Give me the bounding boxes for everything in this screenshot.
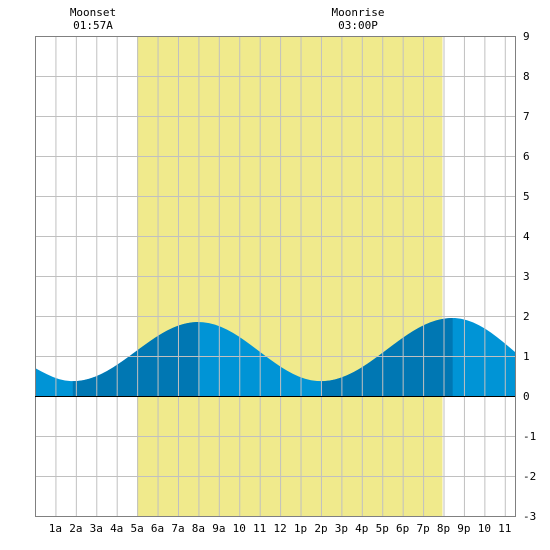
x-tick-label: 2a <box>69 522 82 535</box>
x-tick-label: 8a <box>192 522 205 535</box>
y-tick-label: -2 <box>523 470 536 483</box>
x-tick-label: 3p <box>335 522 348 535</box>
x-tick-label: 12 <box>273 522 286 535</box>
y-tick-label: 0 <box>523 390 530 403</box>
axes-layer <box>35 36 516 517</box>
tick-label-layer: 1a 2a 3a 4a 5a 6a 7a 8a 9a 10 11 12 1p 2p 3p 4p 5p 6p 7p 8p… <box>49 30 536 535</box>
x-tick-label: 6a <box>151 522 164 535</box>
grid-layer <box>35 36 515 517</box>
x-tick-label: 6p <box>396 522 409 535</box>
x-tick-label: 10 <box>478 522 491 535</box>
x-tick-label: 7p <box>416 522 429 535</box>
x-tick-label: 10 <box>233 522 246 535</box>
x-tick-label: 11 <box>498 522 511 535</box>
moonrise-title: Moonrise <box>331 6 385 19</box>
x-tick-label: 9a <box>212 522 225 535</box>
moonset-label: Moonset 01:57A <box>53 6 133 32</box>
y-tick-label: 4 <box>523 230 530 243</box>
x-tick-label: 5p <box>376 522 389 535</box>
y-tick-label: 1 <box>523 350 530 363</box>
x-tick-label: 1a <box>49 522 62 535</box>
moonset-title: Moonset <box>69 6 117 19</box>
tide-band-1 <box>72 322 199 396</box>
y-tick-label: 2 <box>523 310 530 323</box>
y-tick-label: 7 <box>523 110 530 123</box>
x-tick-label: 8p <box>437 522 450 535</box>
x-tick-label: 11 <box>253 522 266 535</box>
x-tick-label: 2p <box>314 522 327 535</box>
y-tick-label: -1 <box>523 430 536 443</box>
y-tick-label: 6 <box>523 150 530 163</box>
y-tick-label: -3 <box>523 510 536 523</box>
x-tick-label: 9p <box>457 522 470 535</box>
y-tick-label: 8 <box>523 70 530 83</box>
moonrise-label: Moonrise 03:00P <box>318 6 398 32</box>
x-tick-label: 5a <box>131 522 144 535</box>
x-tick-label: 4p <box>355 522 368 535</box>
moonset-time: 01:57A <box>73 19 113 32</box>
y-tick-label: 3 <box>523 270 530 283</box>
plot-frame <box>35 36 516 517</box>
x-tick-label: 4a <box>110 522 123 535</box>
x-tick-label: 7a <box>171 522 184 535</box>
y-tick-label: 9 <box>523 30 530 43</box>
x-tick-label: 3a <box>90 522 103 535</box>
x-tick-label: 1p <box>294 522 307 535</box>
y-tick-label: 5 <box>523 190 530 203</box>
moonrise-time: 03:00P <box>338 19 378 32</box>
